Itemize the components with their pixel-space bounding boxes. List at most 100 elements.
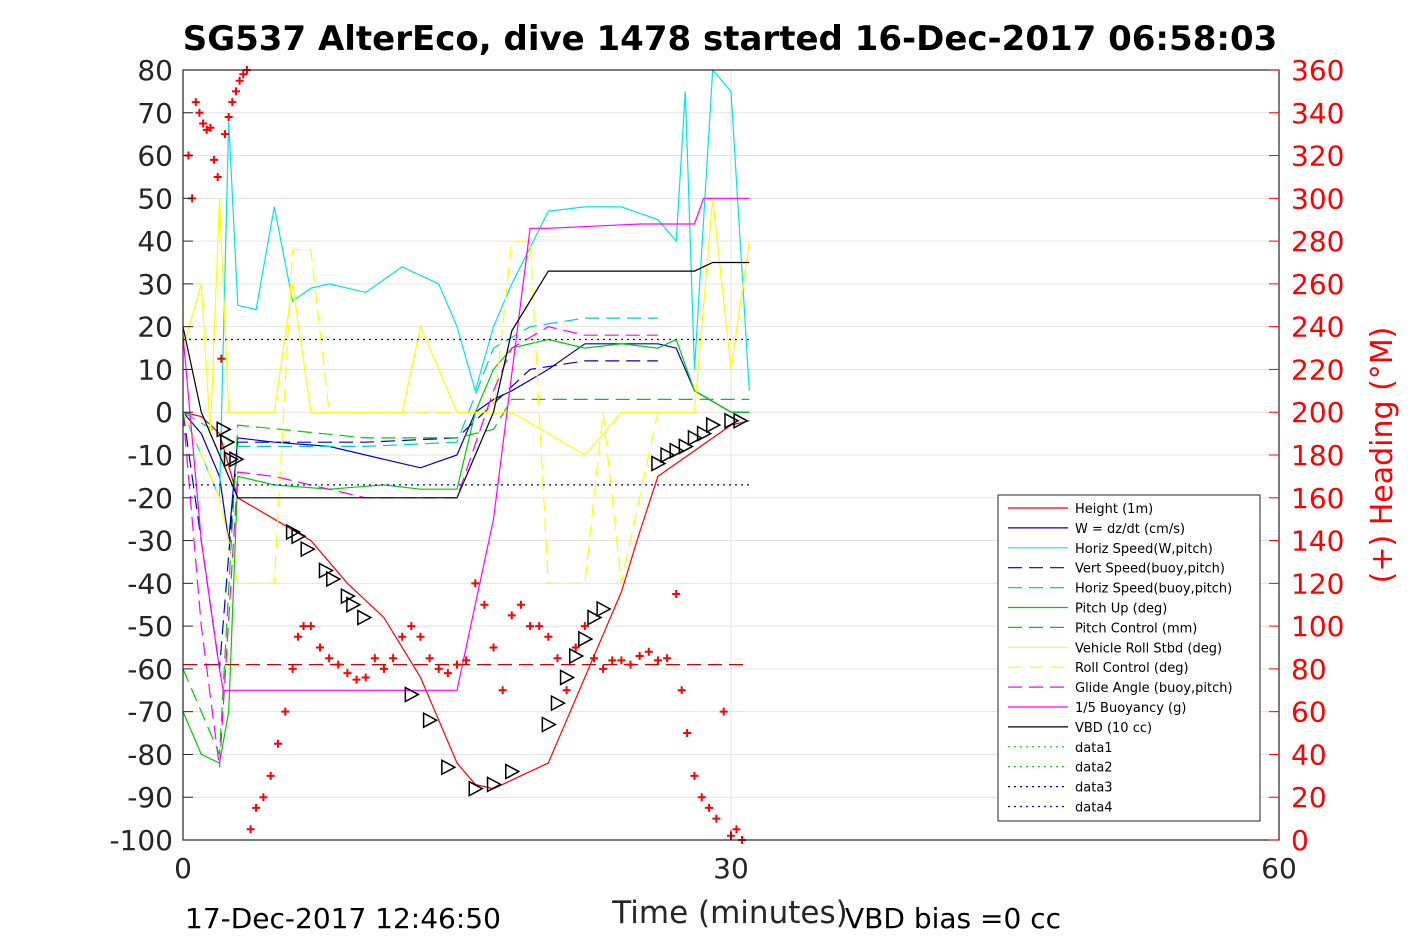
heading-point: [626, 660, 635, 669]
series-vert-speed-buoy-pitch: [182, 360, 658, 669]
chart-title: SG537 AlterEco, dive 1478 started 16-Dec…: [183, 19, 1278, 59]
y-tick-label: -10: [127, 439, 173, 472]
triangle-marker: [223, 451, 240, 468]
heading-point: [252, 803, 261, 812]
heading-point: [683, 729, 692, 738]
heading-point: [206, 123, 215, 132]
y2-tick-label: 140: [1291, 525, 1344, 558]
triangle-marker: [596, 600, 612, 618]
triangle-marker: [422, 711, 439, 729]
y-tick-label: 30: [137, 268, 173, 301]
triangle-marker: [568, 647, 585, 665]
heading-point: [213, 172, 222, 181]
series-roll-control-deg: [182, 240, 659, 584]
heading-point: [352, 675, 361, 684]
heading-point: [306, 622, 315, 631]
y-tick-label: -50: [127, 610, 173, 643]
y2-tick-label: 320: [1291, 140, 1344, 173]
legend-entry-vert-speed-buoy-pitch: Vert Speed(buoy,pitch): [1075, 562, 1225, 577]
y2-tick-label: 200: [1291, 396, 1344, 429]
heading-point: [580, 622, 589, 631]
heading-point: [599, 664, 608, 673]
y-tick-label: 10: [137, 353, 173, 386]
heading-point: [294, 632, 303, 641]
heading-point: [571, 643, 580, 652]
heading-point: [407, 622, 416, 631]
heading-point: [235, 76, 244, 85]
heading-point: [544, 632, 553, 641]
y-tick-label: -90: [127, 781, 173, 814]
heading-point: [299, 622, 308, 631]
heading-point: [677, 686, 686, 695]
heading-point: [210, 155, 219, 164]
heading-point: [398, 632, 407, 641]
heading-point: [516, 600, 525, 609]
triangle-marker: [468, 780, 484, 797]
y-tick-label: -20: [127, 482, 173, 515]
heading-point: [653, 656, 662, 665]
triangle-marker: [285, 523, 302, 541]
legend-entry-roll-control-deg: Roll Control (deg): [1075, 661, 1189, 676]
triangle-marker: [300, 540, 316, 558]
heading-point: [453, 660, 461, 669]
y-tick-label: 50: [137, 182, 173, 215]
footer-timestamp: 17-Dec-2017 12:46:50: [185, 902, 501, 935]
triangle-marker: [326, 570, 342, 588]
series-vbd-10-cc: [182, 261, 750, 499]
y-tick-label: -30: [127, 525, 173, 558]
y-tick-label: -80: [127, 738, 173, 771]
triangle-marker: [651, 455, 667, 472]
triangle-marker: [291, 528, 307, 545]
heading-point: [719, 707, 728, 716]
y2-tick-label: 260: [1291, 268, 1344, 301]
heading-point: [526, 622, 535, 631]
heading-point: [343, 669, 352, 678]
x-tick-label: 0: [174, 852, 192, 885]
triangle-marker: [660, 446, 676, 464]
legend-entry-vbd-10-cc: VBD (10 cc): [1075, 721, 1152, 736]
heading-point: [325, 654, 334, 663]
y2-tick-label: 60: [1291, 696, 1327, 729]
y-tick-label: 20: [137, 311, 173, 344]
tick-layer: 80706050403020100-10-20-30-40-50-60-70-8…: [109, 54, 1344, 885]
footer-vbd-bias: VBD bias =0 cc: [845, 902, 1061, 935]
heading-point: [246, 825, 255, 834]
markers-layer: [184, 66, 749, 844]
heading-point: [553, 654, 562, 663]
legend-entry-data2: data2: [1075, 761, 1113, 776]
heading-point: [434, 664, 443, 673]
heading-point: [507, 611, 516, 620]
heading-point: [231, 87, 240, 96]
y-tick-label: 60: [137, 140, 173, 173]
triangle-marker: [578, 630, 594, 648]
heading-point: [228, 98, 237, 107]
triangle-marker: [541, 716, 557, 733]
series-horiz-speed-w-pitch: [182, 68, 750, 499]
heading-point: [361, 673, 370, 682]
legend-entry-vehicle-roll-stbd-deg: Vehicle Roll Stbd (deg): [1075, 641, 1222, 656]
heading-point: [389, 654, 398, 663]
triangle-marker: [404, 686, 420, 703]
heading-point: [281, 707, 290, 716]
heading-point: [562, 686, 571, 695]
heading-point: [273, 739, 282, 748]
legend-entry-pitch-up-deg: Pitch Up (deg): [1075, 602, 1167, 617]
heading-point: [370, 654, 379, 663]
legend: Height (1m) W = dz/dt (cm/s) Horiz Speed(W…: [997, 494, 1261, 822]
heading-point: [379, 664, 388, 673]
legend-entry-w-dz-dt-cm-s: W = dz/dt (cm/s): [1075, 522, 1185, 537]
heading-point: [416, 632, 425, 641]
series-vehicle-roll-stbd-deg: [182, 198, 750, 456]
heading-point: [288, 664, 297, 673]
x-tick-label: 30: [713, 852, 749, 885]
y2-tick-label: 300: [1291, 182, 1344, 215]
heading-point: [443, 669, 452, 678]
heading-point: [732, 825, 741, 834]
heading-point: [221, 130, 230, 139]
triangle-marker: [318, 562, 335, 579]
y-tick-label: -40: [127, 567, 173, 600]
heading-point: [259, 793, 268, 802]
legend-entry-data1: data1: [1075, 741, 1113, 756]
heading-point: [535, 622, 544, 631]
y2-tick-label: 120: [1291, 567, 1344, 600]
